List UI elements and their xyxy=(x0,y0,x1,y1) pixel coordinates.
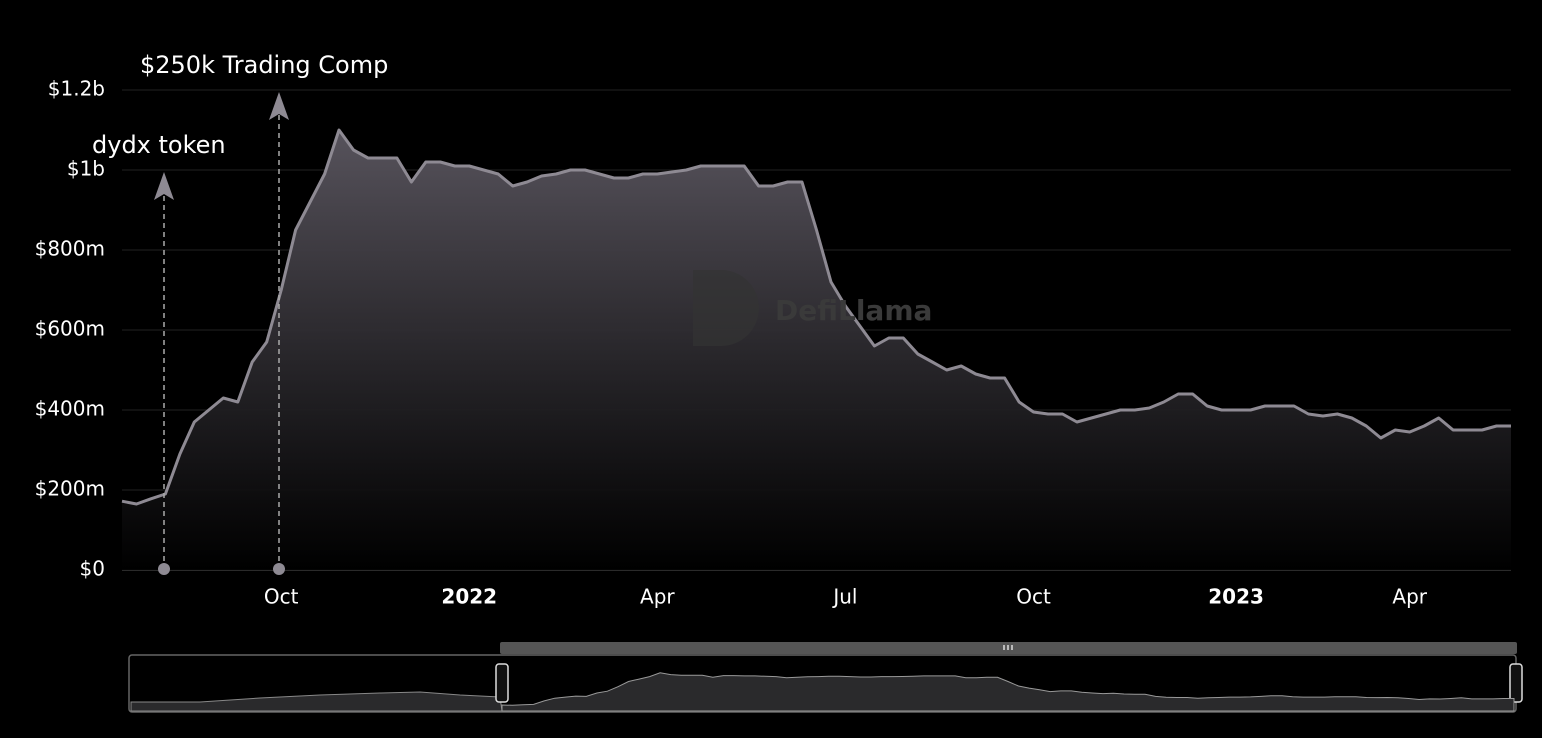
y-tick-label: $400m xyxy=(35,397,105,421)
navigator-series xyxy=(501,672,1515,712)
y-tick-label: $600m xyxy=(35,317,105,341)
annotation-label: $250k Trading Comp xyxy=(140,51,388,79)
watermark-logo xyxy=(693,270,759,346)
x-tick-label: 2022 xyxy=(441,585,497,609)
y-tick-label: $1.2b xyxy=(48,77,105,101)
x-tick-label: Apr xyxy=(640,585,675,609)
x-tick-label: Oct xyxy=(264,585,299,609)
y-tick-label: $1b xyxy=(67,157,105,181)
area xyxy=(122,130,1511,570)
x-tick-label: Jul xyxy=(831,585,857,609)
annotation: dydx token xyxy=(92,131,226,575)
x-tick-label: Apr xyxy=(1392,585,1427,609)
plot xyxy=(121,128,1511,570)
x-tick-label: Oct xyxy=(1016,585,1051,609)
y-tick-label: $800m xyxy=(35,237,105,261)
line xyxy=(121,128,1511,506)
y-tick-label: $0 xyxy=(80,557,105,581)
y-tick-label: $200m xyxy=(35,477,105,501)
annotation-label: dydx token xyxy=(92,131,226,159)
watermark: DefiLlama xyxy=(775,294,932,327)
x-tick-label: 2023 xyxy=(1208,585,1264,609)
annotation: $250k Trading Comp xyxy=(140,51,388,575)
navigator[interactable] xyxy=(128,642,1523,713)
